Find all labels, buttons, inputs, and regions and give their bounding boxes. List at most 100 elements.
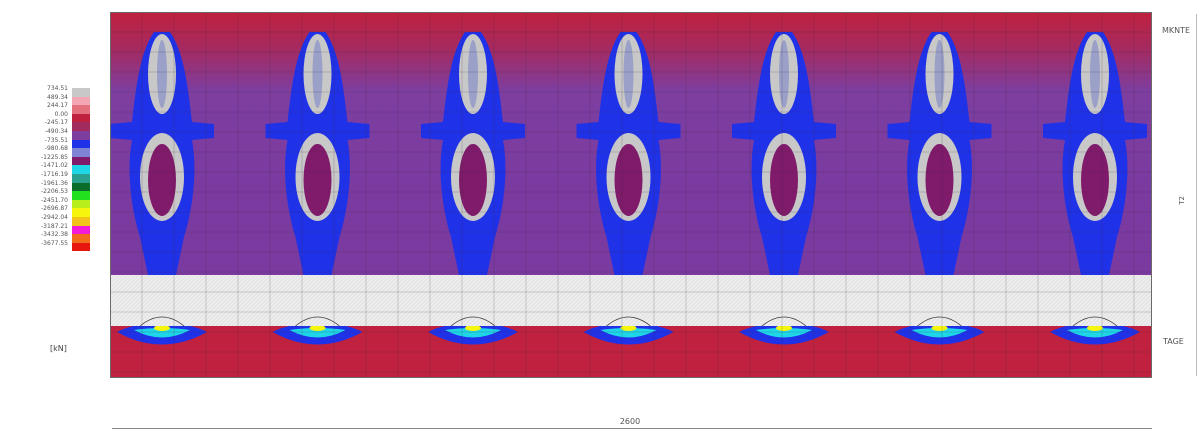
legend-entry: 734.51	[34, 85, 96, 97]
column-group	[110, 32, 1147, 275]
legend-value: -245.17	[44, 119, 68, 127]
legend-entry: -1961.36	[34, 179, 96, 192]
legend-swatch	[72, 191, 90, 200]
lower-core	[303, 144, 332, 216]
strip-arc	[295, 316, 340, 327]
lower-blob-inner	[756, 328, 812, 338]
lower-blob-core	[465, 325, 481, 331]
upper-core-inner	[779, 40, 789, 108]
label-top-right: MKNTE	[1162, 26, 1191, 35]
legend-entry: -2206.53	[34, 188, 96, 200]
lower-blob-inner	[600, 328, 657, 338]
legend-swatch	[72, 234, 90, 243]
lower-core	[1081, 144, 1109, 216]
lower-blob-group	[117, 322, 1140, 345]
legend-value: -1716.19	[41, 170, 68, 178]
upper-core-inner	[468, 40, 478, 108]
legend-entry: -2696.87	[34, 205, 96, 217]
lower-blob-core	[1087, 325, 1103, 331]
legend-value: -980.68	[44, 145, 68, 153]
upper-core-inner	[623, 40, 634, 108]
strip-arc	[1072, 316, 1118, 327]
legend-value: -3187.21	[41, 222, 68, 230]
legend-value: 734.51	[47, 85, 68, 92]
upper-core-inner	[1090, 40, 1100, 108]
legend-entry: -245.17	[34, 119, 96, 131]
legend-entry: 0.00	[34, 110, 96, 123]
legend-swatch	[72, 148, 90, 157]
legend-swatch	[72, 139, 90, 149]
contour-plot	[110, 12, 1152, 378]
legend-entry: -490.34	[34, 127, 96, 140]
legend-value: -1225.85	[41, 153, 68, 161]
legend-value: -2451.70	[41, 196, 68, 204]
legend-entry: -1471.02	[34, 162, 96, 174]
legend-value: 0.00	[54, 110, 68, 118]
legend-value: -735.51	[44, 136, 68, 144]
legend-swatch	[72, 199, 90, 209]
label-right-vertical: T2	[1178, 196, 1186, 205]
strip-arc	[606, 316, 651, 327]
legend-unit: [kN]	[50, 344, 67, 353]
lower-core	[459, 144, 487, 216]
legend-value: -1961.36	[41, 179, 68, 187]
legend-value: -2696.87	[41, 205, 68, 213]
upper-core-inner	[157, 40, 167, 108]
dimension-line	[112, 428, 1152, 429]
legend-entry: -2451.70	[34, 196, 96, 209]
lower-blob-core	[776, 325, 792, 331]
strip-arc	[761, 316, 807, 327]
lower-core	[148, 144, 176, 216]
legend-entry: -735.51	[34, 136, 96, 149]
legend-entry: -980.68	[34, 145, 96, 157]
legend-swatch	[72, 242, 90, 252]
legend-entry: 489.34	[34, 93, 96, 106]
upper-core-inner	[934, 40, 945, 108]
legend-swatch	[72, 88, 90, 97]
lower-blob-core	[931, 325, 948, 331]
legend-swatch	[72, 113, 90, 123]
color-legend: 734.51 489.34 244.17 0.00 -245.17 -490.34 -735…	[34, 85, 96, 252]
legend-value: -2942.04	[41, 213, 68, 221]
lower-core	[925, 144, 954, 216]
legend-value: -2206.53	[41, 188, 68, 196]
lower-blob-core	[154, 325, 170, 331]
upper-core-inner	[312, 40, 323, 108]
lower-blob-inner	[911, 328, 968, 338]
mesh-grid	[110, 12, 1152, 378]
lower-core	[614, 144, 643, 216]
legend-value: -1471.02	[41, 162, 68, 170]
legend-swatch	[72, 156, 90, 166]
lower-blob-inner	[445, 328, 501, 338]
legend-entry: -1716.19	[34, 170, 96, 183]
strip-arc	[917, 316, 962, 327]
legend-value: 244.17	[47, 102, 68, 110]
legend-swatch	[72, 105, 90, 114]
legend-swatch	[72, 122, 90, 131]
legend-swatch	[72, 165, 90, 174]
label-bottom-right: TAGE	[1163, 337, 1184, 346]
strip-hatch	[110, 275, 1152, 326]
legend-swatch	[72, 182, 90, 192]
legend-swatch	[72, 225, 90, 235]
lower-blob-core	[620, 325, 637, 331]
legend-entry: 244.17	[34, 102, 96, 114]
strip-arc-group	[139, 316, 1118, 327]
legend-entry: -3677.55	[34, 239, 96, 252]
strip-arc	[139, 316, 185, 327]
lower-blob-inner	[1067, 328, 1123, 338]
lower-blob-inner	[289, 328, 346, 338]
right-dimension-line	[1196, 14, 1197, 376]
legend-swatch	[72, 173, 90, 183]
legend-entry: -2942.04	[34, 213, 96, 226]
legend-value: -3677.55	[41, 239, 68, 247]
legend-entry: -3432.38	[34, 231, 96, 243]
legend-swatch	[72, 96, 90, 106]
legend-swatch	[72, 130, 90, 140]
legend-entry: -1225.85	[34, 153, 96, 166]
legend-value: 489.34	[47, 93, 68, 101]
strip-arc	[450, 316, 496, 327]
plot-border	[110, 12, 1152, 378]
lower-core	[770, 144, 798, 216]
legend-value: -490.34	[44, 127, 68, 135]
